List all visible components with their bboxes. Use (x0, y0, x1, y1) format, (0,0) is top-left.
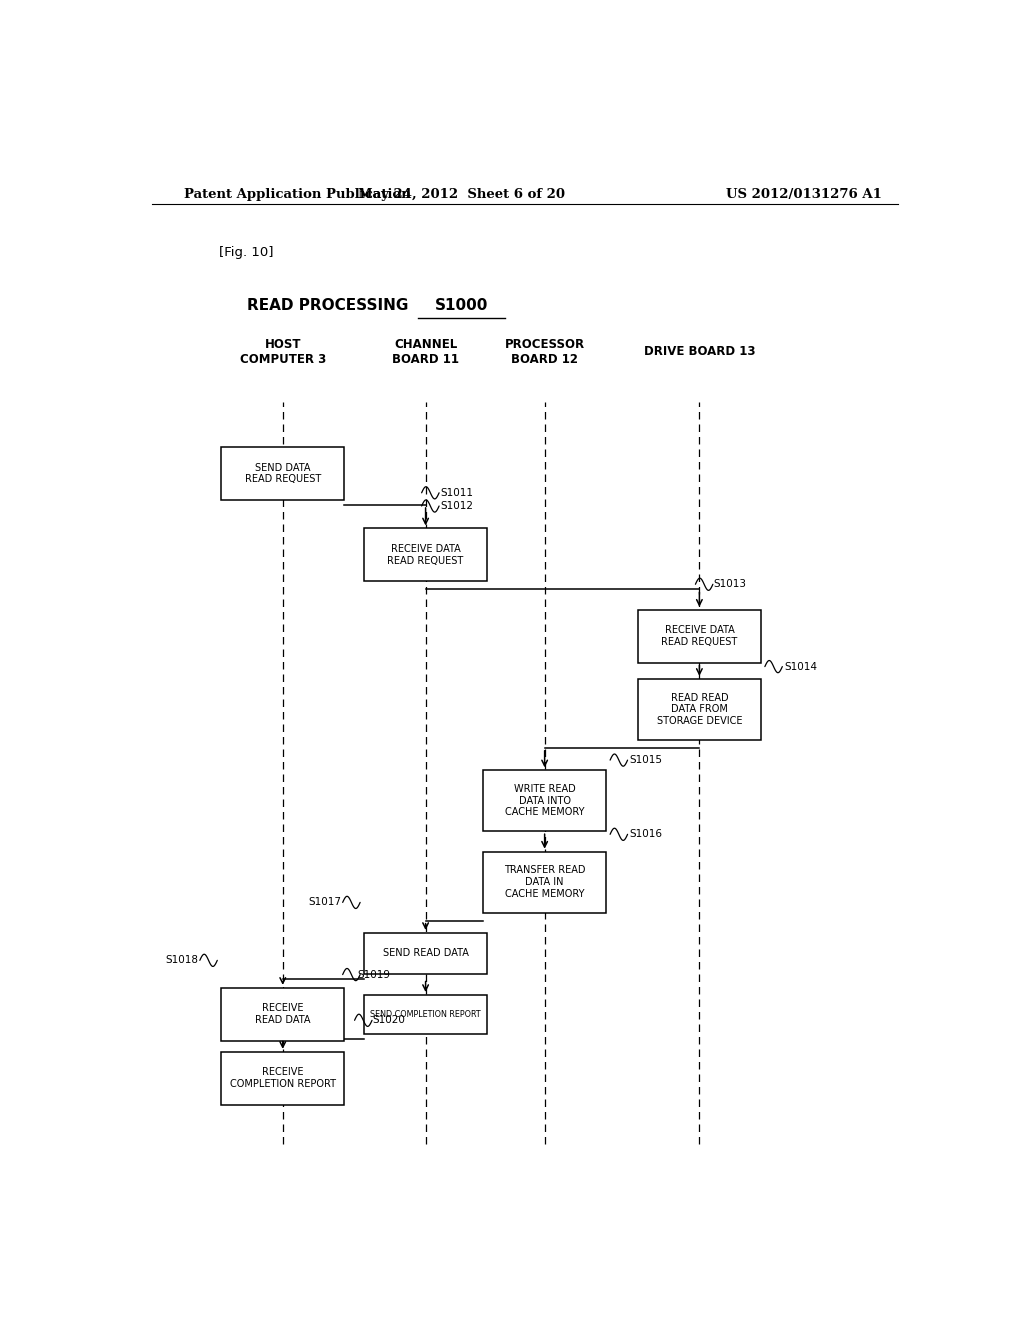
Text: S1011: S1011 (440, 488, 473, 498)
Text: SEND DATA
READ REQUEST: SEND DATA READ REQUEST (245, 463, 321, 484)
Text: RECEIVE
READ DATA: RECEIVE READ DATA (255, 1003, 310, 1026)
Text: S1015: S1015 (629, 755, 663, 766)
Text: May 24, 2012  Sheet 6 of 20: May 24, 2012 Sheet 6 of 20 (357, 189, 565, 202)
Text: DRIVE BOARD 13: DRIVE BOARD 13 (644, 345, 755, 358)
Text: [Fig. 10]: [Fig. 10] (219, 247, 273, 260)
Bar (365, 528, 487, 581)
Text: SEND COMPLETION REPORT: SEND COMPLETION REPORT (371, 1010, 481, 1019)
Bar (365, 995, 487, 1034)
Text: RECEIVE DATA
READ REQUEST: RECEIVE DATA READ REQUEST (387, 544, 464, 565)
Text: S1016: S1016 (629, 829, 663, 840)
Text: RECEIVE
COMPLETION REPORT: RECEIVE COMPLETION REPORT (229, 1068, 336, 1089)
Text: HOST
COMPUTER 3: HOST COMPUTER 3 (240, 338, 326, 366)
Bar (638, 678, 761, 739)
Text: WRITE READ
DATA INTO
CACHE MEMORY: WRITE READ DATA INTO CACHE MEMORY (505, 784, 585, 817)
Text: S1018: S1018 (165, 956, 199, 965)
Text: S1020: S1020 (372, 1015, 404, 1026)
Text: S1019: S1019 (357, 970, 391, 979)
Text: S1012: S1012 (440, 502, 473, 511)
Text: PROCESSOR
BOARD 12: PROCESSOR BOARD 12 (505, 338, 585, 366)
Text: RECEIVE DATA
READ REQUEST: RECEIVE DATA READ REQUEST (662, 626, 737, 647)
Bar (221, 447, 344, 500)
Text: S1000: S1000 (434, 298, 488, 313)
Bar (221, 987, 344, 1040)
Bar (365, 933, 487, 974)
Bar (638, 610, 761, 663)
Text: TRANSFER READ
DATA IN
CACHE MEMORY: TRANSFER READ DATA IN CACHE MEMORY (504, 866, 586, 899)
Text: S1013: S1013 (714, 579, 746, 589)
Text: SEND READ DATA: SEND READ DATA (383, 948, 469, 958)
Text: S1014: S1014 (784, 661, 817, 672)
Bar (221, 1052, 344, 1105)
Text: CHANNEL
BOARD 11: CHANNEL BOARD 11 (392, 338, 459, 366)
Text: READ READ
DATA FROM
STORAGE DEVICE: READ READ DATA FROM STORAGE DEVICE (656, 693, 742, 726)
Bar (483, 851, 606, 912)
Text: S1017: S1017 (308, 898, 341, 907)
Text: READ PROCESSING: READ PROCESSING (247, 298, 414, 313)
Bar (483, 771, 606, 832)
Text: Patent Application Publication: Patent Application Publication (183, 189, 411, 202)
Text: US 2012/0131276 A1: US 2012/0131276 A1 (726, 189, 882, 202)
